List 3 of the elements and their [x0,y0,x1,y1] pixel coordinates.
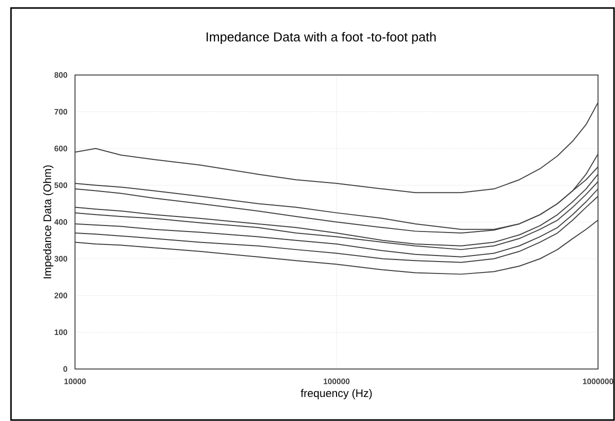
x-axis-title: frequency (Hz) [300,389,372,400]
chart-title: Impedance Data with a foot -to-foot path [206,32,436,44]
y-axis-title: Impedance Data (Ohm) [43,165,54,278]
